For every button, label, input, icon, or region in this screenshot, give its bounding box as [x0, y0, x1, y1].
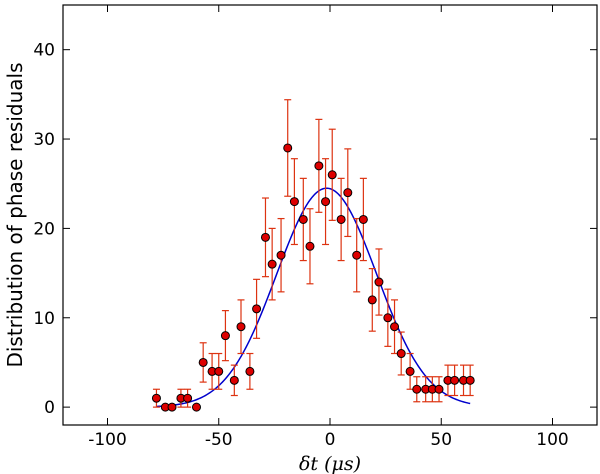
x-tick-label: 100	[536, 430, 568, 450]
data-point	[314, 161, 324, 171]
data-point	[151, 393, 161, 403]
fit-line	[156, 187, 471, 408]
y-tick-label: 20	[33, 219, 55, 239]
data-point	[245, 366, 255, 376]
y-tick-label: 10	[33, 309, 55, 329]
x-tick-label: 50	[430, 430, 452, 450]
plot-area	[62, 4, 598, 426]
data-point	[412, 384, 422, 394]
data-point	[214, 366, 224, 376]
x-tick-label: 0	[325, 430, 336, 450]
data-point	[343, 188, 353, 198]
data-point	[434, 384, 444, 394]
data-point	[276, 250, 286, 260]
data-point	[289, 197, 299, 207]
data-point	[236, 322, 246, 332]
data-point	[327, 170, 337, 180]
data-point	[321, 197, 331, 207]
y-tick-label: 30	[33, 130, 55, 150]
data-point	[220, 331, 230, 341]
x-axis-label: δt (μs)	[299, 453, 361, 474]
data-point	[305, 241, 315, 251]
y-tick-label: 40	[33, 41, 55, 61]
y-axis-label: Distribution of phase residuals	[3, 62, 27, 367]
x-tick-label: -100	[88, 430, 127, 450]
data-point	[252, 304, 262, 314]
data-point	[358, 214, 368, 224]
data-point	[183, 393, 193, 403]
data-point	[267, 259, 277, 269]
data-point	[167, 402, 177, 412]
data-point	[465, 375, 475, 385]
data-point	[198, 357, 208, 367]
data-point	[298, 214, 308, 224]
data-point	[367, 295, 377, 305]
data-point	[352, 250, 362, 260]
data-point	[374, 277, 384, 287]
data-point	[336, 214, 346, 224]
x-tick-label: -50	[205, 430, 233, 450]
data-point	[229, 375, 239, 385]
data-point	[450, 375, 460, 385]
data-point	[396, 349, 406, 359]
data-point	[283, 143, 293, 153]
data-point	[260, 232, 270, 242]
data-point	[405, 366, 415, 376]
chart-marks: -100 -50 0 50 100 0 10 20 30 40	[33, 5, 597, 450]
y-tick-label: 0	[44, 398, 55, 418]
data-point	[192, 402, 201, 412]
data-point	[383, 313, 393, 323]
data-point	[390, 322, 400, 332]
